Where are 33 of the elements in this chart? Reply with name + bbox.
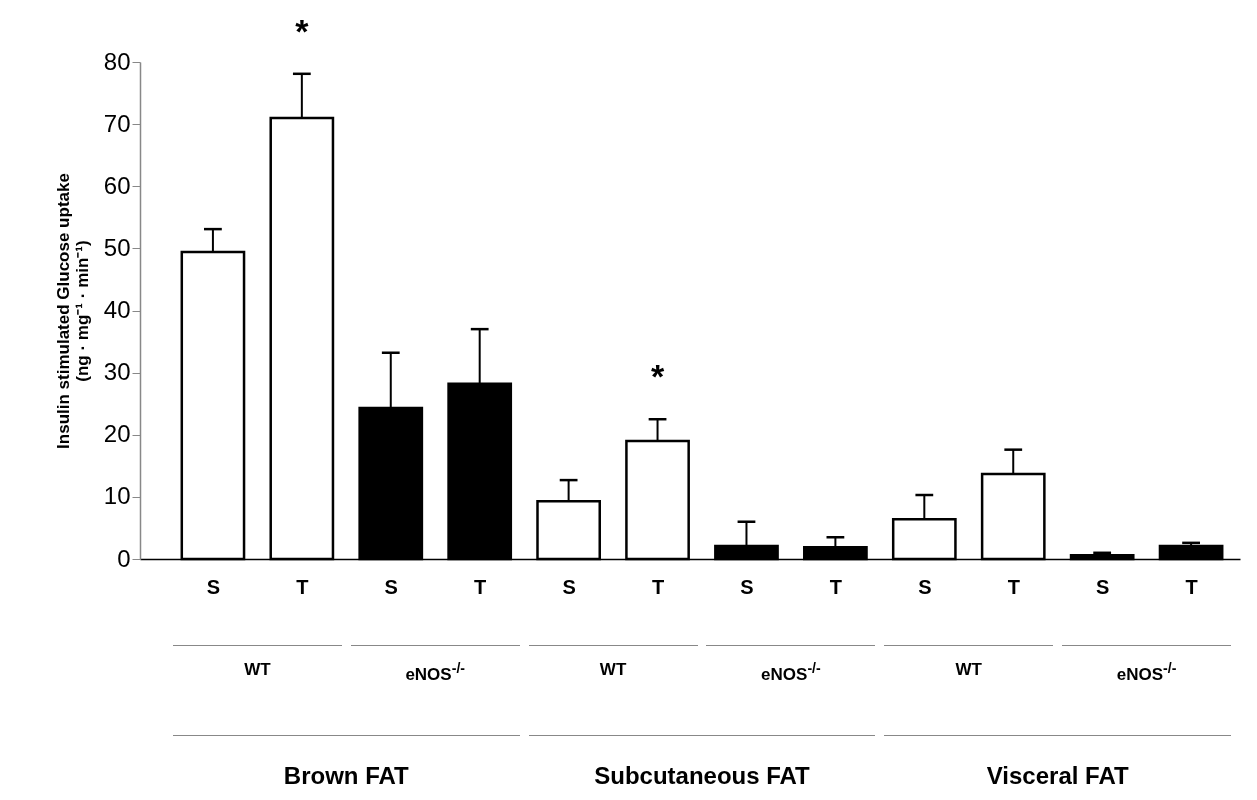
y-tick-label: 30	[103, 358, 131, 386]
x-tick-label: T	[296, 575, 309, 598]
text: Subcutaneous FAT	[594, 762, 810, 790]
y-tick-label: 20	[103, 420, 131, 448]
y-tick-label: 80	[103, 47, 131, 75]
annotation: *	[650, 357, 665, 397]
y-tick-label: 10	[103, 482, 131, 510]
x-tick-label: T	[829, 575, 842, 598]
x-tick-label: S	[740, 575, 754, 598]
x-tick-label: T	[1007, 575, 1020, 598]
x-tick-label: S	[562, 575, 576, 598]
x-tick-label: S	[206, 575, 221, 598]
text: eNOS$^{-/-}$	[761, 660, 821, 685]
y-tick-label: 40	[103, 296, 131, 323]
text: eNOS$^{-/-}$	[405, 660, 466, 685]
x-tick-label: T	[474, 575, 487, 598]
text: eNOS$^{-/-}$	[1116, 660, 1177, 685]
text: WT	[599, 660, 627, 680]
annotation: *	[295, 11, 309, 51]
y-tick-label: 0	[117, 544, 131, 572]
x-tick-label: S	[918, 575, 932, 598]
y-tick-label: 70	[103, 109, 131, 137]
y-tick-label: 60	[103, 171, 131, 199]
text: WT	[955, 660, 982, 680]
x-tick-label: S	[384, 575, 398, 598]
x-tick-label: T	[651, 575, 665, 598]
text: Visceral FAT	[986, 762, 1129, 790]
y-tick-label: 50	[103, 233, 131, 261]
text: Brown FAT	[283, 762, 409, 790]
y-axis-title: Insulin stimulated Glucose uptake (ng · mg⁻¹ · min⁻¹)	[53, 173, 92, 449]
text: WT	[244, 660, 271, 680]
x-tick-label: S	[1095, 575, 1110, 598]
x-tick-label: T	[1185, 575, 1198, 598]
